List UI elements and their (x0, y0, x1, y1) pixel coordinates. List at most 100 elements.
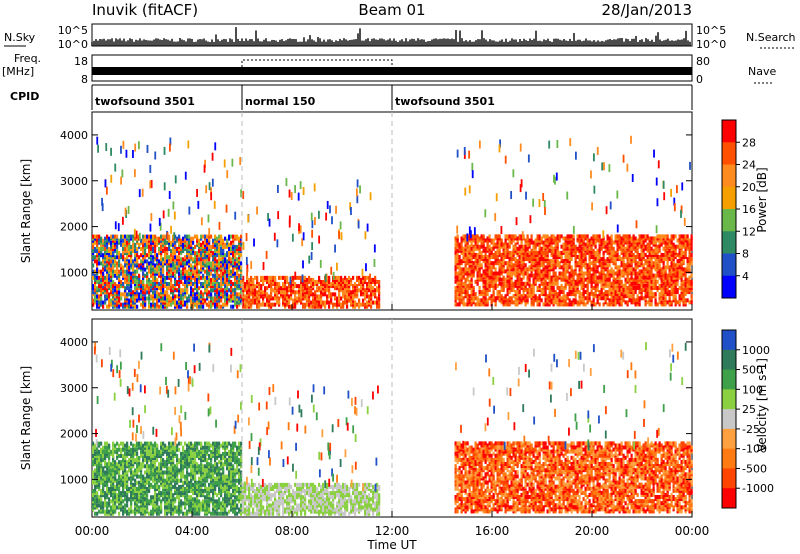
heatmap-cell (564, 269, 567, 274)
heatmap-cell (268, 279, 271, 284)
heatmap-cell (230, 294, 233, 299)
heatmap-cell (474, 240, 477, 245)
heatmap-cell (236, 234, 239, 239)
heatmap-cell (480, 273, 483, 278)
freq-label: Freq. (14, 52, 41, 65)
heatmap-cell (212, 259, 215, 264)
heatmap-cell (122, 304, 125, 309)
heatmap-cell (592, 296, 595, 301)
heatmap-cell (238, 292, 241, 297)
heatmap-cell (566, 263, 569, 268)
heatmap-cell (644, 279, 647, 284)
heatmap-cell (188, 263, 191, 268)
heatmap-cell (216, 269, 219, 274)
heatmap-cell (154, 296, 157, 301)
heatmap-cell (168, 244, 171, 249)
heatmap-cell (646, 283, 649, 288)
heatmap-cell (456, 285, 459, 290)
heatmap-cell (480, 277, 483, 282)
heatmap-cell (130, 279, 133, 284)
heatmap-cell (578, 263, 581, 268)
heatmap-cell (104, 261, 107, 266)
heatmap-cell (184, 236, 187, 241)
heatmap-cell (318, 302, 321, 307)
heatmap-cell (278, 286, 281, 291)
heatmap-cell (486, 246, 489, 251)
heatmap-cell (148, 242, 151, 247)
heatmap-cell (584, 261, 587, 266)
heatmap-cell (258, 290, 261, 295)
heatmap-cell (606, 277, 609, 282)
heatmap-cell (311, 242, 314, 251)
heatmap-cell (246, 279, 249, 284)
heatmap-cell (246, 304, 249, 309)
heatmap-cell (552, 288, 555, 292)
heatmap-cell (208, 234, 211, 239)
heatmap-cell (236, 300, 239, 305)
heatmap-cell (352, 298, 355, 303)
heatmap-cell (124, 261, 127, 266)
heatmap-cell (646, 234, 649, 239)
heatmap-cell (510, 252, 513, 257)
heatmap-cell (214, 284, 217, 289)
heatmap-cell (310, 300, 313, 305)
heatmap-cell (292, 279, 295, 284)
heatmap-cell (232, 267, 235, 272)
heatmap-cell (496, 292, 499, 297)
heatmap-cell (644, 234, 647, 239)
heatmap-cell (530, 296, 533, 301)
heatmap-cell (498, 298, 501, 303)
heatmap-cell (146, 265, 149, 270)
heatmap-cell (464, 234, 467, 239)
heatmap-cell (172, 201, 175, 210)
heatmap-cell (470, 269, 473, 274)
heatmap-cell (636, 300, 639, 305)
heatmap-cell (210, 288, 213, 293)
heatmap-cell (142, 271, 145, 276)
heatmap-cell (478, 302, 481, 307)
heatmap-cell (204, 275, 207, 280)
heatmap-cell (490, 250, 493, 255)
heatmap-cell (298, 296, 301, 301)
heatmap-cell (636, 294, 639, 299)
heatmap-cell (170, 269, 173, 274)
heatmap-cell (288, 219, 291, 228)
heatmap-cell (226, 286, 229, 291)
heatmap-cell (580, 277, 583, 282)
heatmap-cell (556, 252, 559, 257)
heatmap-cell (136, 265, 139, 270)
heatmap-cell (130, 288, 133, 293)
heatmap-cell (108, 240, 111, 245)
heatmap-cell (528, 277, 531, 282)
heatmap-cell (334, 282, 337, 287)
heatmap-cell (212, 300, 215, 305)
heatmap-cell (211, 178, 214, 187)
heatmap-cell (646, 277, 649, 282)
heatmap-cell (466, 257, 469, 262)
heatmap-cell (152, 282, 155, 287)
nsearch-label: N.Search (746, 31, 796, 44)
heatmap-cell (574, 271, 577, 276)
heatmap-cell (122, 251, 125, 256)
heatmap-cell (472, 244, 475, 249)
heatmap-cell (252, 298, 255, 303)
heatmap-cell (300, 288, 303, 293)
heatmap-cell (362, 286, 365, 291)
heatmap-cell (638, 240, 641, 245)
heatmap-cell (332, 271, 335, 280)
heatmap-cell (570, 292, 573, 297)
heatmap-cell (208, 249, 211, 254)
heatmap-cell (598, 273, 601, 278)
heatmap-cell (102, 271, 105, 276)
heatmap-cell (494, 236, 497, 241)
heatmap-cell (546, 255, 549, 259)
heatmap-cell (105, 143, 108, 152)
heatmap-cell (216, 249, 219, 254)
heatmap-cell (540, 246, 543, 251)
heatmap-cell (96, 253, 99, 258)
heatmap-cell (462, 296, 465, 301)
heatmap-cell (208, 302, 211, 307)
heatmap-cell (220, 288, 223, 293)
heatmap-cell (354, 292, 357, 297)
